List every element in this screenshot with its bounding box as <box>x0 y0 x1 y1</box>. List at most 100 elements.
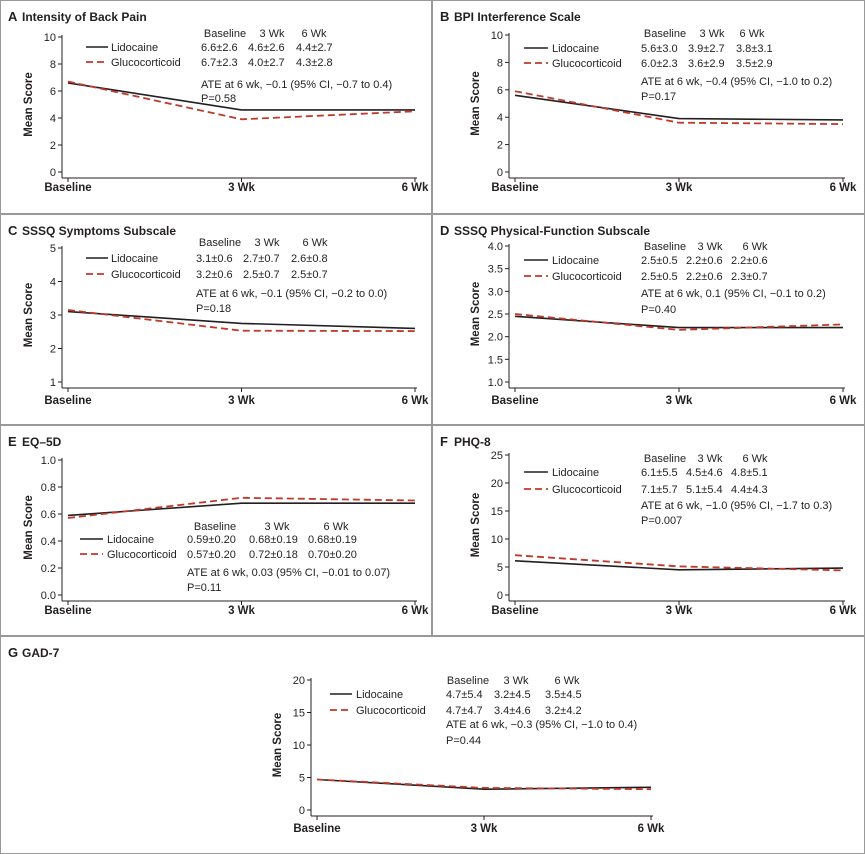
stat-value: 2.6±0.8 <box>291 253 328 265</box>
panel-frame <box>0 425 432 636</box>
p-value: P=0.17 <box>641 91 676 103</box>
y-axis-label: Mean Score <box>470 71 482 136</box>
panel-letter: D <box>440 223 449 238</box>
legend-label: Lidocaine <box>111 42 158 54</box>
stat-value: 2.3±0.7 <box>731 271 768 283</box>
series-line-glucocorticoid <box>67 80 416 121</box>
legend-label: Glucocorticoid <box>356 705 426 717</box>
x-tick-label: 3 Wk <box>228 605 255 617</box>
panel-title: SSSQ Symptoms Subscale <box>22 224 176 238</box>
stat-value: 2.2±0.6 <box>686 271 723 283</box>
table-col-header: 3 Wk <box>503 675 529 687</box>
table-col-header: 6 Wk <box>323 521 349 533</box>
x-tick-label: 3 Wk <box>666 395 693 407</box>
stat-value: 3.5±4.5 <box>545 689 582 701</box>
table-col-header: 6 Wk <box>742 241 768 253</box>
stat-value: 2.2±0.6 <box>686 255 723 267</box>
p-value: P=0.007 <box>641 515 682 527</box>
table-col-header: Baseline <box>644 28 686 40</box>
panel-letter: F <box>440 434 448 449</box>
panel-title: SSSQ Physical-Function Subscale <box>454 224 650 238</box>
y-tick-label: 15 <box>293 708 305 720</box>
y-tick-label: 2 <box>50 344 56 356</box>
chart-panel-f: F PHQ-8 0 5 10 15 20 25 Baseline 3 Wk 6 Wk Mean Sco… <box>432 425 865 636</box>
legend-label: Lidocaine <box>107 534 154 546</box>
x-tick-label: 3 Wk <box>666 182 693 194</box>
stat-value: 3.4±4.6 <box>494 705 531 717</box>
panel-frame <box>0 636 865 854</box>
x-tick-label: Baseline <box>491 395 538 407</box>
legend-label: Glucocorticoid <box>552 58 622 70</box>
panel-letter: E <box>8 434 17 449</box>
stat-value: 6.1±5.5 <box>641 467 678 479</box>
series-line-lidocaine <box>67 502 415 517</box>
stat-value: 4.5±4.6 <box>686 467 723 479</box>
y-tick-label: 8 <box>50 59 56 71</box>
stat-value: 2.5±0.5 <box>641 271 678 283</box>
y-tick-label: 1.0 <box>488 377 503 389</box>
y-axis-label: Mean Score <box>470 282 482 347</box>
series-line-glucocorticoid <box>316 778 652 791</box>
stat-value: 3.2±0.6 <box>196 269 233 281</box>
panel-title: EQ–5D <box>22 435 62 449</box>
y-tick-label: 8 <box>497 57 503 69</box>
p-value: P=0.44 <box>446 735 481 747</box>
y-tick-label: 5 <box>299 773 305 785</box>
y-tick-label: 1.5 <box>488 354 503 366</box>
chart-panel-a: A Intensity of Back Pain 0 2 4 6 8 10 Baseline 3 … <box>0 0 432 214</box>
legend-label: Glucocorticoid <box>107 549 177 561</box>
stat-value: 0.59±0.20 <box>187 534 236 546</box>
legend-label: Lidocaine <box>356 689 403 701</box>
x-tick-label: 6 Wk <box>402 605 429 617</box>
stat-value: 6.7±2.3 <box>201 57 238 69</box>
stat-value: 3.2±4.5 <box>494 689 531 701</box>
panel-letter: B <box>440 9 449 24</box>
panel-letter: A <box>8 9 18 24</box>
table-col-header: 3 Wk <box>254 237 280 249</box>
stat-value: 3.5±2.9 <box>736 58 773 70</box>
x-tick-label: 3 Wk <box>228 182 255 194</box>
table-col-header: 3 Wk <box>697 241 723 253</box>
stat-value: 4.8±5.1 <box>731 467 768 479</box>
x-tick-label: Baseline <box>44 605 91 617</box>
y-tick-label: 2 <box>50 140 56 152</box>
stat-value: 2.5±0.5 <box>641 255 678 267</box>
stat-value: 0.70±0.20 <box>308 549 357 561</box>
y-tick-label: 6 <box>50 86 56 98</box>
table-col-header: 6 Wk <box>739 28 765 40</box>
stat-value: 0.72±0.18 <box>249 549 298 561</box>
table-col-header: 3 Wk <box>699 28 725 40</box>
y-tick-label: 20 <box>491 478 503 490</box>
chart-panel-g: G GAD-7 0 5 10 15 20 Baseline 3 Wk 6 Wk Mean Score… <box>0 636 865 854</box>
y-tick-label: 3.5 <box>488 264 503 276</box>
y-tick-label: 0.0 <box>41 590 56 602</box>
ate-text: ATE at 6 wk, −1.0 (95% CI, −1.7 to 0.3) <box>641 500 832 512</box>
stat-value: 0.68±0.19 <box>249 534 298 546</box>
ate-text: ATE at 6 wk, −0.3 (95% CI, −1.0 to 0.4) <box>446 719 637 731</box>
x-tick-label: 6 Wk <box>402 182 429 194</box>
x-tick-label: 3 Wk <box>471 823 498 835</box>
y-tick-label: 0 <box>50 167 56 179</box>
chart-panel-c: C SSSQ Symptoms Subscale 1 2 3 4 5 Baseline 3 Wk… <box>0 214 432 425</box>
series-line-glucocorticoid <box>67 496 416 519</box>
series-line-lidocaine <box>514 94 844 121</box>
stat-value: 7.1±5.7 <box>641 484 678 496</box>
y-tick-label: 0 <box>299 805 305 817</box>
stat-value: 3.1±0.6 <box>196 253 233 265</box>
x-tick-label: 6 Wk <box>830 605 857 617</box>
x-tick-label: Baseline <box>491 182 538 194</box>
table-col-header: 6 Wk <box>554 675 580 687</box>
series-line-glucocorticoid <box>67 309 416 333</box>
table-col-header: Baseline <box>204 28 246 40</box>
y-tick-label: 3 <box>50 310 56 322</box>
legend-label: Lidocaine <box>552 43 599 55</box>
p-value: P=0.18 <box>196 303 231 315</box>
y-tick-label: 4.0 <box>488 241 503 253</box>
y-axis-label: Mean Score <box>272 713 284 778</box>
y-tick-label: 1 <box>50 377 56 389</box>
y-tick-label: 25 <box>491 450 503 462</box>
stat-value: 3.6±2.9 <box>688 58 725 70</box>
y-tick-label: 4 <box>497 112 503 124</box>
y-tick-label: 10 <box>491 30 503 42</box>
stat-value: 3.2±4.2 <box>545 705 582 717</box>
